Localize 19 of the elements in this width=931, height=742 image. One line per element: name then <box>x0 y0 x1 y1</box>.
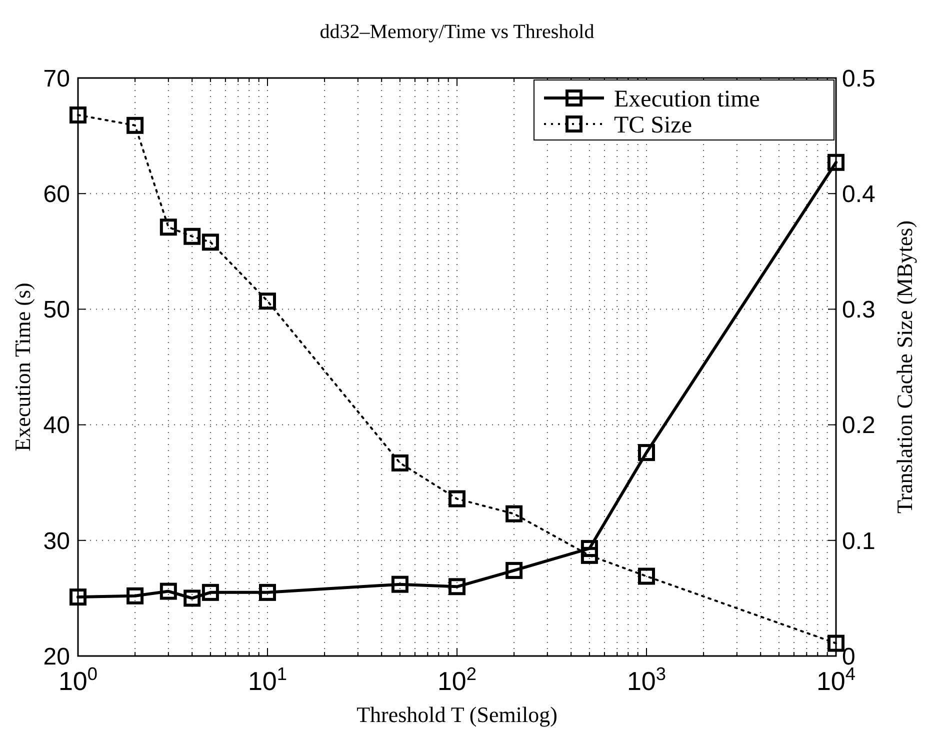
y-tick-label: 30 <box>43 528 70 555</box>
y2-axis-title: Translation Cache Size (MBytes) <box>892 220 917 514</box>
y2-tick-label: 0.1 <box>842 528 876 555</box>
y2-tick-label: 0.4 <box>842 181 876 208</box>
chart-title: dd32–Memory/Time vs Threshold <box>320 21 594 43</box>
y-tick-label: 40 <box>43 412 70 440</box>
legend-label: TC Size <box>614 112 692 138</box>
y-axis-title: Execution Time (s) <box>10 282 35 452</box>
y-tick-label: 60 <box>43 181 70 208</box>
x-tick-label: 10$^{3}$ <box>626 664 666 696</box>
x-axis-title: Threshold T (Semilog) <box>356 702 558 727</box>
legend-label: Execution time <box>614 86 760 112</box>
x-tick-label: 10$^{1}$ <box>248 664 288 696</box>
x-tick-label: 10$^{2}$ <box>437 664 477 696</box>
y-tick-label: 70 <box>43 65 70 92</box>
y2-tick-label: 0.2 <box>842 412 876 440</box>
y2-tick-label: 0.5 <box>842 65 876 92</box>
y2-tick-label: 0.3 <box>842 296 876 324</box>
y-tick-label: 50 <box>43 296 70 324</box>
